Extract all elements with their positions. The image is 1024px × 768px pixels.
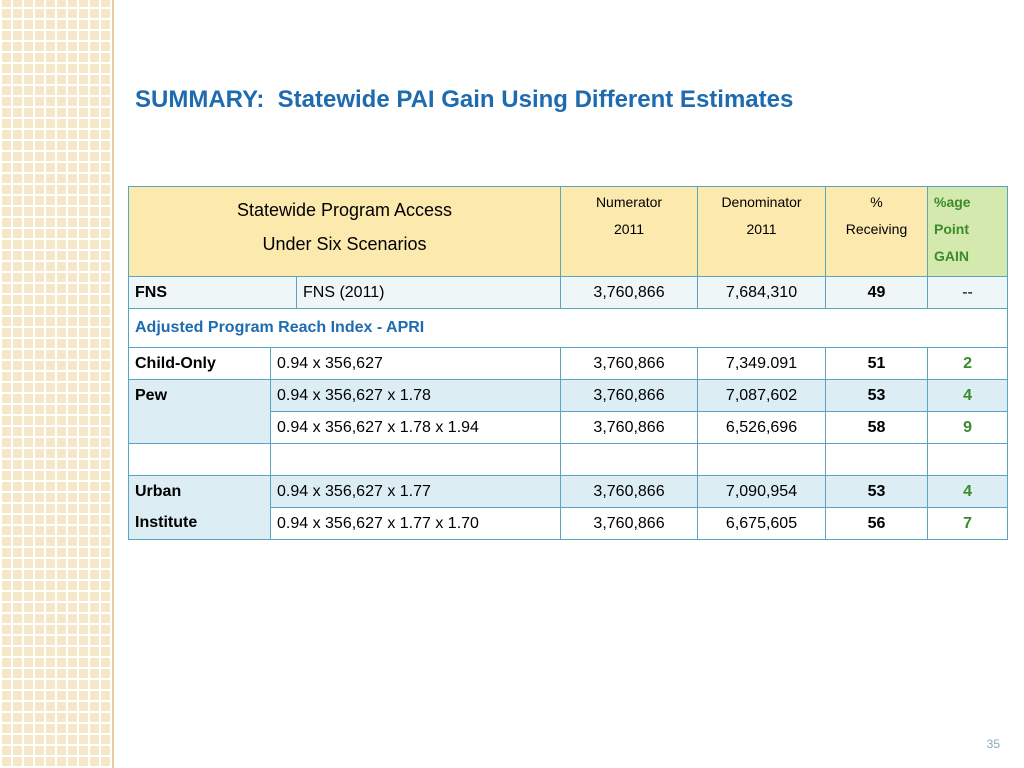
label-line: Institute (135, 514, 198, 531)
numerator-cell: 3,760,866 (560, 507, 699, 540)
gain-cell: 9 (927, 411, 1009, 444)
gain-cell: -- (927, 276, 1009, 309)
header-cell: %age Point GAIN (927, 186, 1009, 277)
summary-table: Statewide Program Access Under Six Scenar… (127, 186, 1009, 540)
header-cell: % Receiving (825, 186, 929, 277)
slide-title: SUMMARY: Statewide PAI Gain Using Differ… (135, 86, 794, 113)
spacer-row (128, 443, 1009, 476)
denominator-cell: 7,349.091 (697, 347, 827, 380)
formula-cell: 0.94 x 356,627 (269, 347, 562, 380)
blank-cell (825, 443, 929, 476)
blank-cell (560, 443, 699, 476)
numerator-cell: 3,760,866 (560, 475, 699, 508)
apri-heading: Adjusted Program Reach Index - APRI (127, 308, 1009, 348)
numerator-cell: 3,760,866 (560, 347, 699, 380)
header-line: Denominator (721, 194, 802, 210)
row-label: Child-Only (128, 347, 271, 380)
blank-cell (697, 443, 827, 476)
data-row: Child-Only 0.94 x 356,627 3,760,866 7,349.0… (128, 347, 1009, 380)
data-row: Urban Institute 0.94 x 356,627 x 1.77 3,760… (128, 475, 1009, 540)
header-line: % (870, 194, 883, 210)
denominator-cell: 7,090,954 (697, 475, 827, 508)
header-line: GAIN (934, 248, 970, 264)
percent-cell: 53 (825, 379, 929, 412)
denominator-cell: 6,526,696 (697, 411, 827, 444)
header-line: 2011 (746, 221, 777, 237)
header-cell: Denominator 2011 (697, 186, 827, 277)
percent-cell: 56 (825, 507, 929, 540)
formula-cell: 0.94 x 356,627 x 1.77 (269, 475, 562, 508)
blank-cell (927, 443, 1009, 476)
percent-cell: 51 (825, 347, 929, 380)
denominator-cell: 7,684,310 (697, 276, 827, 309)
row-label: FNS (128, 276, 297, 309)
denominator-cell: 6,675,605 (697, 507, 827, 540)
numerator-cell: 3,760,866 (560, 379, 699, 412)
decorative-strip (0, 0, 114, 768)
gain-cell: 2 (927, 347, 1009, 380)
label-line: Child-Only (135, 355, 216, 372)
apri-row: Adjusted Program Reach Index - APRI (127, 308, 1009, 348)
page-number: 35 (986, 737, 1000, 751)
formula-cell: 0.94 x 356,627 x 1.78 (269, 379, 562, 412)
header-line: Receiving (845, 221, 908, 237)
header-cell: Numerator 2011 (560, 186, 699, 277)
header-line: Statewide Program Access (236, 200, 453, 220)
formula-cell: FNS (2011) (295, 276, 562, 309)
percent-cell: 49 (825, 276, 929, 309)
gain-cell: 4 (927, 475, 1009, 508)
numerator-cell: 3,760,866 (560, 276, 699, 309)
blank-cell (269, 443, 562, 476)
header-line: Point (934, 221, 970, 237)
fns-row: FNS FNS (2011) 3,760,866 7,684,310 49 -- (128, 276, 1009, 309)
label-line: Urban (135, 483, 182, 500)
formula-cell: 0.94 x 356,627 x 1.77 x 1.70 (269, 507, 562, 540)
data-row: Pew 0.94 x 356,627 x 1.78 3,760,866 7,087,6… (128, 379, 1009, 444)
data-row: 0.94 x 356,627 x 1.78 x 1.94 3,760,866 6,5… (129, 411, 1009, 444)
gain-cell: 7 (927, 507, 1009, 540)
formula-cell: 0.94 x 356,627 x 1.78 x 1.94 (269, 411, 562, 444)
label-line: Pew (135, 387, 168, 404)
header-row: Statewide Program Access Under Six Scenar… (127, 186, 1009, 277)
header-line: Numerator (595, 194, 663, 210)
table-body: Statewide Program Access Under Six Scenar… (127, 186, 1009, 540)
blank-cell (128, 443, 271, 476)
header-cell: Statewide Program Access Under Six Scenar… (127, 186, 562, 277)
row-label: Pew (128, 379, 271, 444)
data-row: 0.94 x 356,627 x 1.77 x 1.70 3,760,866 6,6… (129, 507, 1009, 540)
header-line: %age (934, 194, 971, 210)
denominator-cell: 7,087,602 (697, 379, 827, 412)
numerator-cell: 3,760,866 (560, 411, 699, 444)
header-line: Under Six Scenarios (262, 234, 427, 254)
percent-cell: 58 (825, 411, 929, 444)
row-label: Urban Institute (128, 475, 271, 540)
header-line: 2011 (613, 221, 645, 237)
gain-cell: 4 (927, 379, 1009, 412)
percent-cell: 53 (825, 475, 929, 508)
